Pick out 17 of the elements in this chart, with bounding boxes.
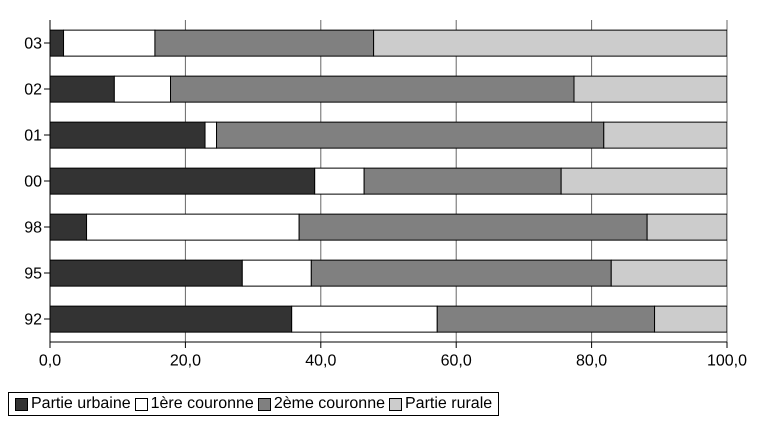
x-tick-label: 20,0	[170, 352, 202, 370]
y-tick-label: 02	[24, 82, 42, 99]
x-tick-label: 40,0	[305, 352, 336, 370]
y-tick-label: 95	[24, 266, 42, 283]
x-tick-label: 60,0	[440, 352, 472, 370]
x-tick-label: 100,0	[706, 352, 748, 370]
y-tick-label: 01	[24, 128, 42, 145]
y-tick-label: 00	[24, 174, 42, 191]
y-tick-label: 03	[24, 36, 42, 53]
legend-label: 1ère couronne	[150, 395, 254, 413]
legend-label: Partie urbaine	[30, 395, 131, 413]
y-tick-label: 92	[24, 312, 42, 329]
legend-label: Partie rurale	[404, 395, 492, 413]
legend-label: 2ème couronne	[272, 395, 385, 413]
x-tick-label: 0,0	[38, 352, 62, 370]
x-tick-label: 80,0	[576, 352, 608, 370]
y-tick-label: 98	[24, 220, 42, 237]
